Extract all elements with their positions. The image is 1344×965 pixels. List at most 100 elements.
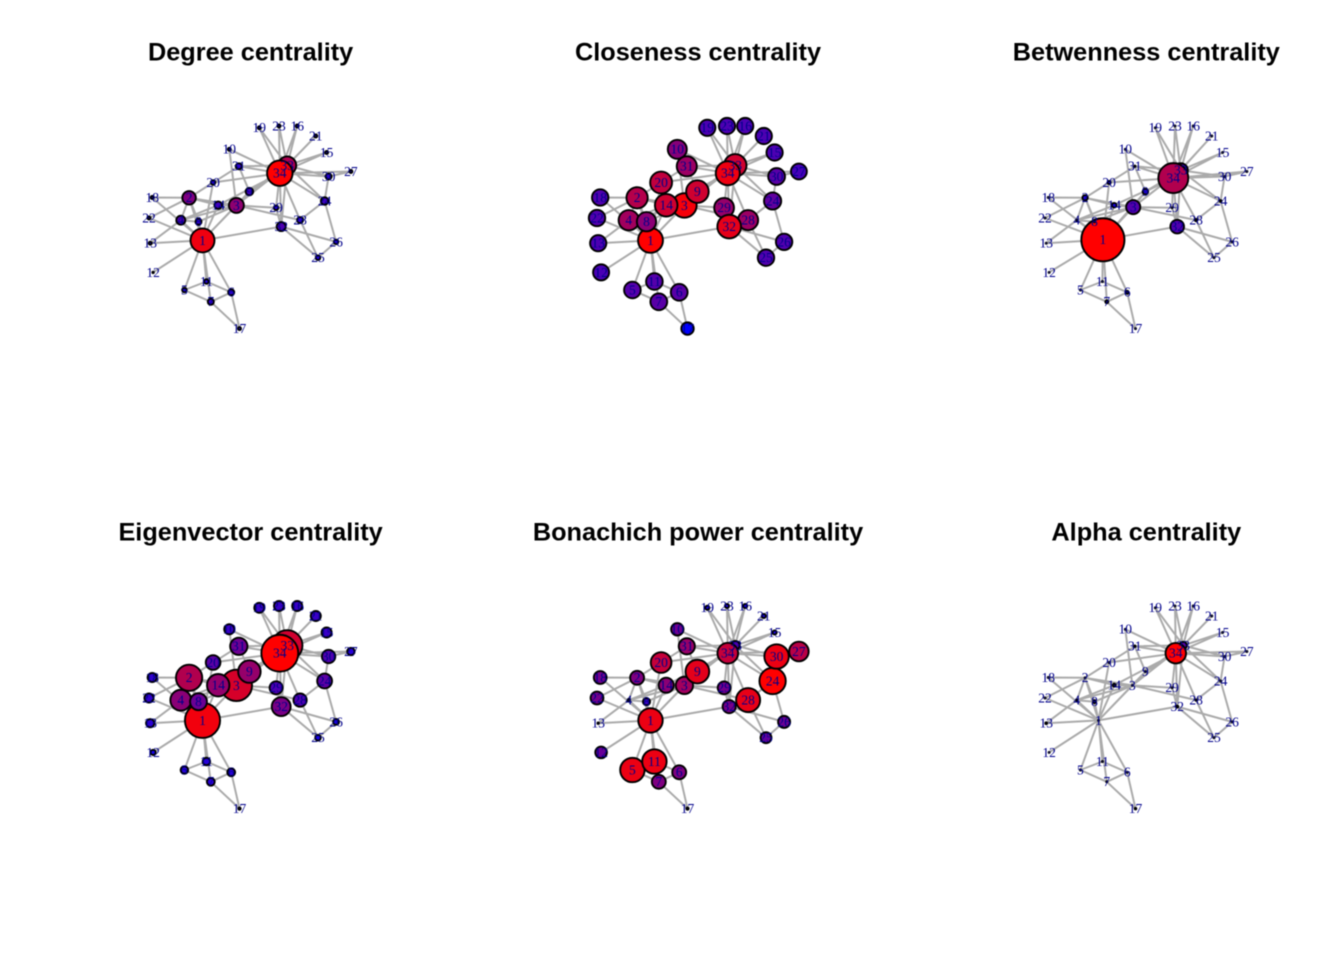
svg-text:32: 32 [274, 219, 288, 234]
svg-text:7: 7 [655, 774, 662, 789]
svg-text:16: 16 [290, 598, 304, 613]
svg-text:32: 32 [722, 219, 736, 234]
svg-text:30: 30 [322, 169, 336, 184]
svg-text:20: 20 [206, 655, 220, 670]
svg-text:23: 23 [1168, 118, 1182, 133]
svg-text:12: 12 [1042, 265, 1056, 280]
svg-text:25: 25 [759, 730, 773, 745]
svg-text:24: 24 [1214, 673, 1228, 688]
svg-text:33: 33 [1174, 163, 1188, 178]
svg-text:8: 8 [195, 694, 202, 709]
svg-text:17: 17 [233, 321, 247, 336]
svg-text:31: 31 [680, 159, 694, 174]
svg-text:18: 18 [593, 190, 607, 205]
svg-text:23: 23 [720, 118, 734, 133]
svg-text:13: 13 [591, 716, 605, 731]
svg-text:4: 4 [177, 213, 184, 228]
svg-text:7: 7 [207, 294, 214, 309]
svg-text:22: 22 [590, 210, 604, 225]
svg-text:2: 2 [1082, 190, 1089, 205]
svg-text:5: 5 [1077, 762, 1084, 777]
svg-text:23: 23 [272, 598, 286, 613]
svg-text:33: 33 [280, 638, 294, 653]
svg-text:10: 10 [671, 622, 685, 637]
svg-text:21: 21 [309, 128, 323, 143]
svg-text:31: 31 [232, 639, 246, 654]
svg-text:21: 21 [757, 128, 771, 143]
svg-text:27: 27 [1240, 164, 1254, 179]
svg-text:1: 1 [1100, 232, 1107, 247]
svg-text:21: 21 [1205, 128, 1219, 143]
svg-text:10: 10 [1119, 622, 1133, 637]
svg-text:29: 29 [1165, 680, 1179, 695]
svg-text:11: 11 [1096, 274, 1109, 289]
svg-text:16: 16 [290, 118, 304, 133]
svg-text:23: 23 [1168, 598, 1182, 613]
svg-text:28: 28 [741, 213, 755, 228]
svg-text:33: 33 [728, 638, 742, 653]
svg-text:4: 4 [625, 213, 632, 228]
svg-text:8: 8 [195, 214, 202, 229]
svg-text:2: 2 [186, 190, 193, 205]
svg-text:32: 32 [274, 699, 288, 714]
svg-text:18: 18 [145, 190, 159, 205]
svg-text:27: 27 [792, 644, 806, 659]
svg-text:24: 24 [766, 673, 780, 688]
svg-text:27: 27 [1240, 644, 1254, 659]
svg-text:Betwenness centrality: Betwenness centrality [1013, 39, 1280, 67]
svg-text:Alpha centrality: Alpha centrality [1051, 519, 1241, 547]
svg-text:12: 12 [594, 265, 608, 280]
svg-text:23: 23 [720, 598, 734, 613]
svg-text:24: 24 [318, 193, 332, 208]
svg-text:2: 2 [634, 190, 641, 205]
svg-text:18: 18 [1041, 670, 1055, 685]
svg-text:10: 10 [223, 622, 237, 637]
svg-text:27: 27 [344, 644, 358, 659]
svg-text:26: 26 [329, 714, 343, 729]
svg-text:11: 11 [200, 754, 213, 769]
svg-text:30: 30 [1218, 169, 1232, 184]
svg-text:10: 10 [1119, 142, 1133, 157]
svg-text:5: 5 [1077, 282, 1084, 297]
svg-text:3: 3 [681, 678, 688, 693]
svg-text:6: 6 [1124, 285, 1131, 300]
svg-text:31: 31 [232, 159, 246, 174]
svg-text:19: 19 [1149, 120, 1163, 135]
svg-text:12: 12 [1042, 745, 1056, 760]
svg-text:34: 34 [721, 166, 735, 181]
svg-text:8: 8 [643, 214, 650, 229]
svg-text:32: 32 [1170, 219, 1184, 234]
svg-text:16: 16 [1186, 118, 1200, 133]
svg-text:4: 4 [1073, 693, 1080, 708]
svg-text:29: 29 [717, 680, 731, 695]
svg-text:3: 3 [233, 678, 240, 693]
svg-text:26: 26 [1225, 714, 1239, 729]
svg-text:25: 25 [759, 250, 773, 265]
svg-text:26: 26 [1225, 234, 1239, 249]
svg-text:34: 34 [1167, 171, 1181, 186]
svg-text:7: 7 [207, 774, 214, 789]
svg-text:15: 15 [768, 145, 782, 160]
svg-text:25: 25 [311, 730, 325, 745]
svg-text:8: 8 [1091, 214, 1098, 229]
svg-text:16: 16 [1186, 598, 1200, 613]
svg-text:Eigenvector centrality: Eigenvector centrality [118, 519, 382, 547]
svg-text:17: 17 [681, 801, 695, 816]
svg-text:25: 25 [1207, 730, 1221, 745]
svg-text:20: 20 [654, 655, 668, 670]
svg-text:2: 2 [1082, 670, 1089, 685]
svg-text:8: 8 [1091, 694, 1098, 709]
svg-text:22: 22 [142, 210, 156, 225]
svg-text:12: 12 [146, 745, 160, 760]
svg-text:22: 22 [142, 690, 156, 705]
svg-text:12: 12 [594, 745, 608, 760]
svg-text:15: 15 [768, 625, 782, 640]
svg-text:32: 32 [1170, 699, 1184, 714]
svg-text:34: 34 [1169, 646, 1183, 661]
svg-text:5: 5 [629, 762, 636, 777]
svg-text:34: 34 [273, 646, 287, 661]
svg-text:27: 27 [792, 164, 806, 179]
svg-text:9: 9 [1142, 184, 1149, 199]
svg-text:29: 29 [269, 200, 283, 215]
svg-text:15: 15 [1216, 625, 1230, 640]
